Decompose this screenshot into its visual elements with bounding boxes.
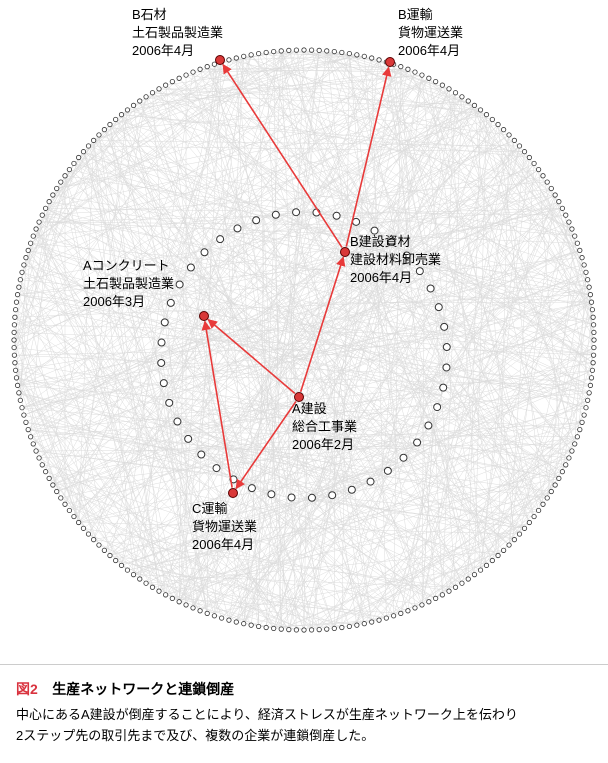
node-label-C_unyu: C運輸貨物運送業2006年4月 (192, 500, 257, 555)
figure-title: 生産ネットワークと連鎖倒産 (52, 681, 234, 697)
figure-number: 図2 (16, 681, 38, 697)
node-label-B_unyu: B運輸貨物運送業2006年4月 (398, 6, 463, 61)
node-label-B_sekizai: B石材土石製品製造業2006年4月 (132, 6, 223, 61)
figure-caption: 図2 生産ネットワークと連鎖倒産 中心にあるA建設が倒産することにより、経済スト… (0, 664, 608, 763)
node-label-A_kensetsu: A建設総合工事業2006年2月 (292, 400, 357, 455)
node-label-B_shizai: B建設資材建設材料卸売業2006年4月 (350, 233, 441, 288)
figure-body-line1: 中心にあるA建設が倒産することにより、経済ストレスが生産ネットワーク上を伝わり (16, 707, 518, 722)
node-label-A_concrete: Aコンクリート土石製品製造業2006年3月 (83, 257, 174, 312)
figure-body-line2: 2ステップ先の取引先まで及び、複数の企業が連鎖倒産した。 (16, 728, 374, 743)
figure-body: 中心にあるA建設が倒産することにより、経済ストレスが生産ネットワーク上を伝わり … (16, 705, 592, 747)
network-diagram: B石材土石製品製造業2006年4月 B運輸貨物運送業2006年4月 B建設資材建設材… (0, 0, 608, 660)
network-svg (0, 0, 608, 660)
